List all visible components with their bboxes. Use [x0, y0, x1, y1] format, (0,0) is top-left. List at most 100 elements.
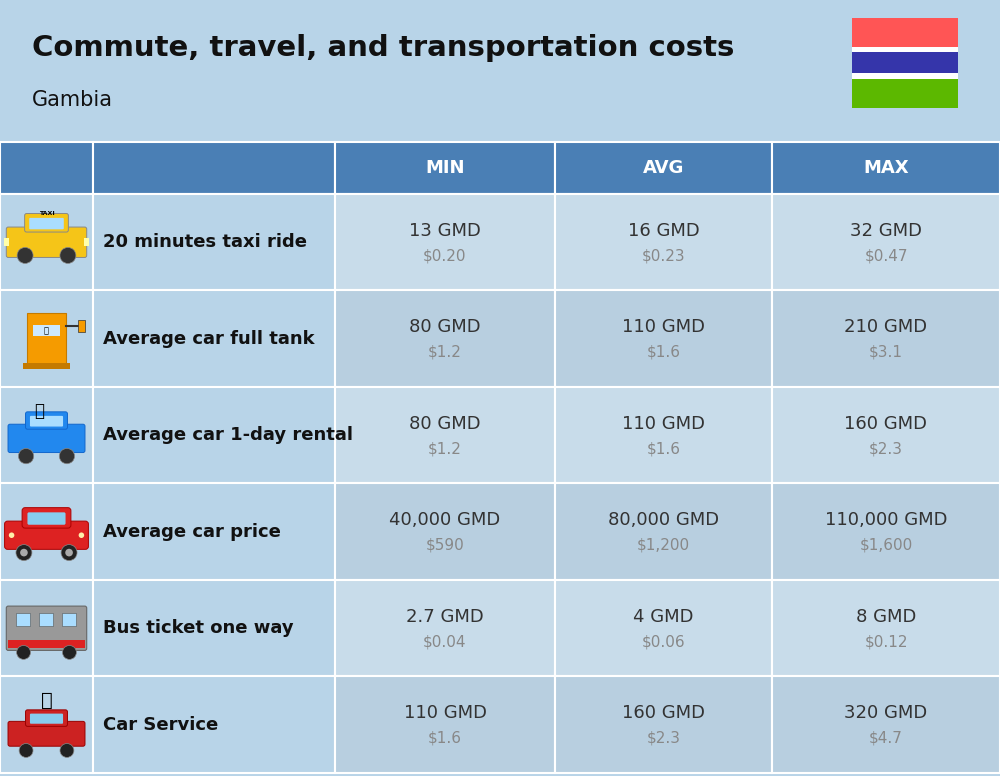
FancyBboxPatch shape	[26, 710, 67, 726]
FancyBboxPatch shape	[30, 416, 63, 427]
FancyBboxPatch shape	[30, 714, 63, 724]
Bar	[555, 677, 772, 773]
Text: 32 GMD: 32 GMD	[850, 222, 922, 240]
FancyBboxPatch shape	[6, 606, 87, 650]
Text: $2.3: $2.3	[646, 731, 680, 746]
Text: 🔧: 🔧	[41, 691, 52, 710]
Text: 320 GMD: 320 GMD	[844, 705, 928, 722]
Text: Gambia: Gambia	[32, 90, 113, 110]
Text: $0.23: $0.23	[642, 248, 685, 263]
Text: $1.2: $1.2	[428, 442, 462, 456]
Text: 110 GMD: 110 GMD	[404, 705, 486, 722]
Circle shape	[17, 248, 33, 263]
Text: 2.7 GMD: 2.7 GMD	[406, 608, 484, 625]
Text: 40,000 GMD: 40,000 GMD	[389, 511, 501, 529]
Bar	[555, 194, 772, 290]
Bar	[27, 313, 66, 365]
Text: $4.7: $4.7	[869, 731, 903, 746]
Bar	[852, 74, 958, 79]
Text: 🔑: 🔑	[35, 402, 45, 420]
Text: 80 GMD: 80 GMD	[409, 414, 481, 433]
Bar	[93, 142, 335, 194]
Text: 16 GMD: 16 GMD	[628, 222, 699, 240]
Bar	[84, 238, 89, 246]
Bar	[852, 47, 958, 53]
Text: TAXI: TAXI	[39, 211, 54, 217]
Circle shape	[61, 545, 77, 560]
Circle shape	[79, 532, 84, 538]
Bar	[0, 142, 93, 194]
Text: $0.47: $0.47	[864, 248, 908, 263]
Circle shape	[18, 449, 34, 464]
Bar	[555, 142, 772, 194]
Bar	[772, 387, 1000, 483]
FancyBboxPatch shape	[27, 512, 66, 525]
Text: Average car price: Average car price	[103, 523, 281, 541]
Circle shape	[9, 532, 14, 538]
Text: $0.12: $0.12	[864, 634, 908, 650]
Text: MIN: MIN	[425, 159, 465, 177]
Text: $1.6: $1.6	[428, 731, 462, 746]
Text: 20 minutes taxi ride: 20 minutes taxi ride	[103, 234, 307, 251]
Circle shape	[65, 549, 73, 556]
Circle shape	[16, 545, 32, 560]
Text: $1.6: $1.6	[646, 345, 680, 360]
Bar	[335, 290, 555, 387]
Text: AVG: AVG	[643, 159, 684, 177]
Bar	[335, 387, 555, 483]
Text: $0.06: $0.06	[642, 634, 685, 650]
Bar	[0, 290, 93, 387]
Text: 8 GMD: 8 GMD	[856, 608, 916, 625]
Text: 80,000 GMD: 80,000 GMD	[608, 511, 719, 529]
FancyBboxPatch shape	[26, 412, 67, 429]
Bar	[0, 580, 93, 677]
Bar	[852, 79, 958, 108]
Bar	[8, 639, 85, 649]
Bar	[335, 580, 555, 677]
Bar	[772, 580, 1000, 677]
Bar	[16, 613, 30, 626]
Bar	[335, 194, 555, 290]
FancyBboxPatch shape	[5, 521, 88, 549]
Text: $3.1: $3.1	[869, 345, 903, 360]
Bar	[555, 290, 772, 387]
Bar	[0, 387, 93, 483]
Text: 4 GMD: 4 GMD	[633, 608, 694, 625]
Text: Commute, travel, and transportation costs: Commute, travel, and transportation cost…	[32, 34, 734, 62]
Text: Average car full tank: Average car full tank	[103, 330, 315, 348]
Bar	[4, 238, 9, 246]
Text: 110 GMD: 110 GMD	[622, 414, 705, 433]
Bar	[33, 324, 60, 336]
Bar	[555, 387, 772, 483]
Bar	[335, 677, 555, 773]
Circle shape	[20, 549, 28, 556]
FancyBboxPatch shape	[6, 227, 87, 258]
Bar	[852, 53, 958, 74]
Text: $2.3: $2.3	[869, 442, 903, 456]
Text: $0.04: $0.04	[423, 634, 467, 650]
Bar	[335, 483, 555, 580]
Text: Car Service: Car Service	[103, 715, 218, 734]
Text: $590: $590	[426, 538, 464, 553]
Text: $0.20: $0.20	[423, 248, 467, 263]
Circle shape	[17, 646, 31, 660]
Text: Bus ticket one way: Bus ticket one way	[103, 619, 294, 637]
Bar	[39, 613, 53, 626]
Text: $1,200: $1,200	[637, 538, 690, 553]
Text: $1.6: $1.6	[646, 442, 680, 456]
Bar	[0, 483, 93, 580]
Bar	[772, 290, 1000, 387]
Bar	[78, 320, 85, 332]
Text: 160 GMD: 160 GMD	[844, 414, 928, 433]
Bar	[0, 677, 93, 773]
Text: $1.2: $1.2	[428, 345, 462, 360]
Bar	[772, 142, 1000, 194]
Circle shape	[60, 248, 76, 263]
FancyBboxPatch shape	[8, 722, 85, 747]
Text: 210 GMD: 210 GMD	[844, 318, 928, 336]
Bar	[335, 142, 555, 194]
Bar	[93, 194, 335, 290]
Circle shape	[19, 743, 33, 757]
Bar	[93, 677, 335, 773]
FancyBboxPatch shape	[22, 508, 71, 528]
